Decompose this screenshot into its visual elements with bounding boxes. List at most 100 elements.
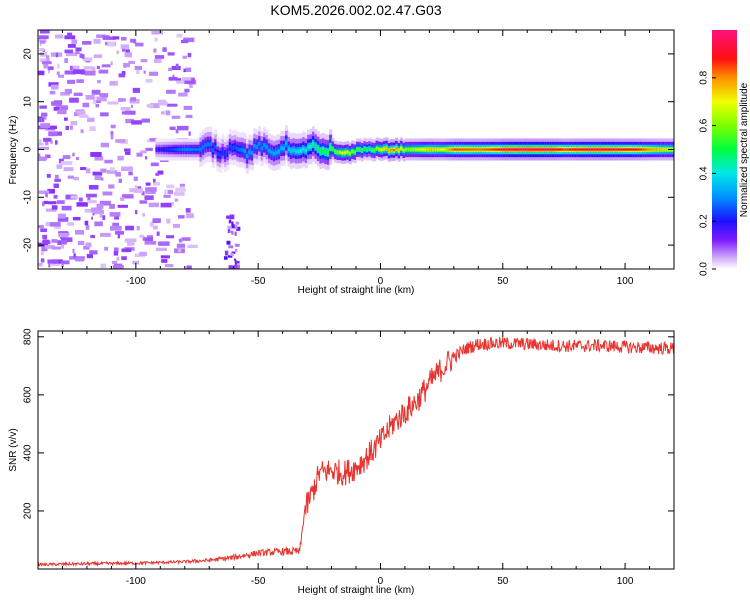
- x-tick-label: -50: [251, 276, 266, 287]
- noise-cell: [164, 264, 174, 268]
- ridge-cell: [422, 148, 426, 151]
- y-tick-label: 600: [23, 386, 34, 403]
- ridge-cell: [255, 145, 259, 149]
- noise-cell: [87, 197, 91, 202]
- ridge-cell: [184, 148, 188, 151]
- noise-cell: [38, 35, 49, 40]
- x-tick-label: -50: [251, 576, 266, 587]
- ridge-cell: [458, 148, 462, 151]
- noise-cell: [44, 141, 49, 146]
- y-tick-label: -10: [23, 190, 34, 205]
- noise-cell: [228, 219, 232, 224]
- noise-cell: [38, 70, 45, 76]
- ridge-cell: [382, 147, 386, 151]
- ridge-cell: [214, 144, 218, 149]
- noise-cell: [38, 225, 44, 229]
- noise-cell: [139, 251, 147, 257]
- noise-cell: [227, 225, 233, 230]
- noise-cell: [51, 205, 58, 210]
- noise-cell: [40, 258, 45, 263]
- ridge-cell: [402, 149, 406, 152]
- noise-cell: [39, 47, 45, 52]
- x-tick-label: 0: [378, 276, 384, 287]
- ridge-cell: [649, 148, 653, 151]
- noise-cell: [86, 253, 93, 259]
- y-tick-label: 10: [23, 96, 34, 108]
- ridge-cell: [392, 148, 396, 152]
- ridge-cell: [417, 148, 421, 151]
- ridge-cell: [627, 148, 631, 151]
- noise-cell: [178, 92, 188, 97]
- noise-cell: [45, 193, 48, 198]
- noise-cell: [121, 111, 131, 115]
- noise-cell: [39, 139, 42, 143]
- ridge-cell: [363, 147, 367, 150]
- noise-cell: [86, 193, 97, 198]
- noise-cell: [176, 78, 182, 82]
- x-tick-label: 100: [617, 276, 634, 287]
- noise-cell: [90, 234, 95, 239]
- noise-cell: [149, 103, 160, 109]
- noise-cell: [39, 30, 50, 34]
- noise-cell: [162, 47, 167, 52]
- ridge-cell: [497, 148, 501, 151]
- noise-cell: [43, 63, 49, 69]
- ridge-cell: [466, 148, 470, 151]
- noise-cell: [136, 69, 140, 75]
- ridge-cell: [209, 142, 213, 147]
- noise-cell: [153, 48, 157, 53]
- noise-cell: [168, 67, 173, 71]
- colorbar-tick-label: 0.4: [699, 166, 710, 180]
- noise-cell: [115, 231, 124, 235]
- ridge-cell: [554, 148, 558, 151]
- snr-plot-area: [38, 336, 674, 568]
- noise-cell: [92, 67, 96, 71]
- noise-cell: [186, 265, 192, 269]
- noise-cell: [232, 224, 238, 230]
- ridge-cell: [453, 148, 457, 151]
- ridge-cell: [632, 148, 636, 151]
- noise-cell: [107, 101, 119, 105]
- noise-cell: [70, 125, 73, 130]
- noise-cell: [134, 188, 143, 194]
- ridge-cell: [429, 148, 433, 151]
- ridge-cell: [292, 148, 296, 153]
- ridge-cell: [654, 148, 658, 151]
- ridge-cell: [236, 147, 240, 151]
- ridge-cell: [162, 148, 166, 151]
- noise-cell: [83, 66, 95, 70]
- noise-cell: [132, 87, 141, 93]
- noise-cell: [135, 209, 138, 215]
- ridge-cell: [642, 148, 646, 151]
- noise-cell: [231, 221, 234, 227]
- noise-cell: [139, 200, 148, 204]
- noise-cell: [182, 77, 192, 82]
- noise-cell: [181, 39, 189, 44]
- ridge-cell: [546, 148, 550, 151]
- noise-cell: [53, 183, 59, 188]
- ridge-cell: [519, 148, 523, 151]
- ridge-cell: [197, 148, 201, 151]
- noise-cell: [169, 126, 176, 130]
- noise-cell: [134, 42, 144, 47]
- y-tick-label: 400: [23, 444, 34, 461]
- noise-cell: [173, 192, 185, 196]
- noise-cell: [84, 220, 89, 226]
- ridge-cell: [201, 145, 205, 150]
- noise-cell: [228, 230, 234, 233]
- noise-cell: [73, 177, 79, 181]
- noise-cell: [43, 200, 49, 204]
- ridge-cell: [182, 148, 186, 151]
- ridge-cell: [651, 148, 656, 151]
- noise-cell: [171, 202, 174, 206]
- ridge-cell: [238, 147, 242, 152]
- ridge-cell: [664, 148, 668, 151]
- colorbar-label: Normalized spectral amplitude: [739, 82, 750, 217]
- noise-cell: [61, 239, 67, 245]
- ridge-cell: [302, 147, 306, 152]
- noise-cell: [149, 221, 155, 227]
- ridge-cell: [537, 148, 541, 151]
- noise-cell: [61, 263, 64, 267]
- noise-cell: [55, 140, 58, 145]
- noise-cell: [55, 52, 59, 58]
